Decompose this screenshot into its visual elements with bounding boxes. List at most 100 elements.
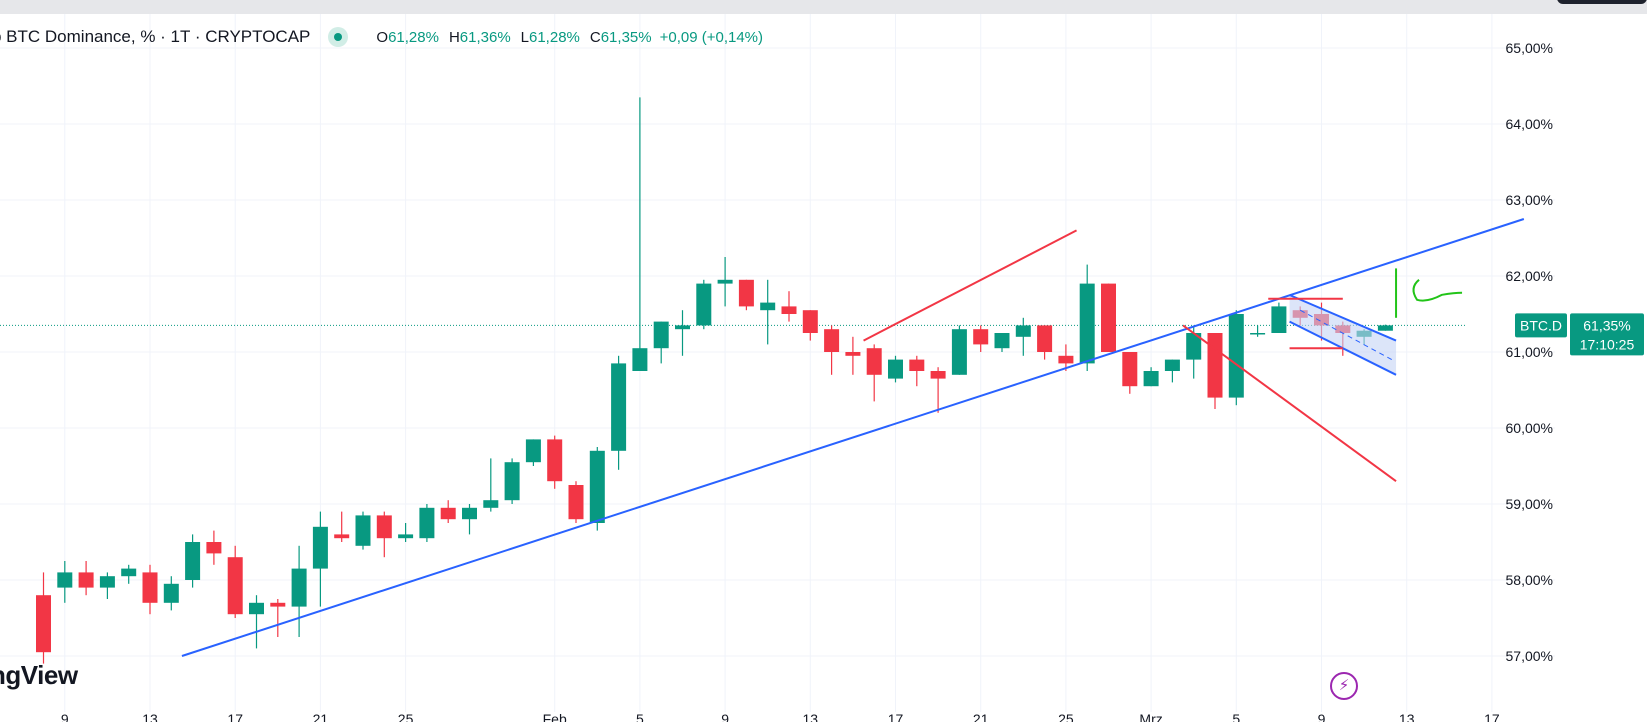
- x-tick-label: 25: [1058, 711, 1074, 722]
- y-tick-label: 63,00%: [1506, 192, 1553, 208]
- candle-body: [270, 602, 286, 607]
- sketch-arrow: [1412, 279, 1463, 302]
- candle-body: [462, 507, 477, 520]
- candle-body: [568, 485, 584, 520]
- candle-body: [57, 572, 73, 588]
- candle-body: [1164, 359, 1180, 371]
- candle-body: [1037, 325, 1053, 352]
- candle-body: [1143, 371, 1159, 387]
- high-label: H: [448, 28, 460, 46]
- x-tick-label: 25: [398, 711, 414, 722]
- candle-body: [1228, 314, 1244, 398]
- candle-body: [398, 534, 414, 539]
- candle-body: [206, 542, 222, 554]
- x-tick-label: 13: [803, 711, 819, 722]
- flag-pattern-fill: [1289, 295, 1397, 375]
- candle-body: [632, 348, 648, 371]
- y-tick-label: 62,00%: [1506, 268, 1553, 284]
- candle-body: [611, 363, 627, 451]
- x-tick-label: 13: [142, 711, 158, 722]
- candle-body: [1122, 352, 1138, 387]
- candle-body: [419, 507, 435, 539]
- candle-body: [376, 515, 392, 539]
- candle-body: [504, 462, 520, 501]
- high-value: 61,36%: [459, 28, 511, 46]
- candle-body: [717, 279, 733, 284]
- candle-body: [440, 507, 456, 520]
- market-status-icon[interactable]: [328, 27, 349, 47]
- x-tick-label: Feb: [543, 711, 567, 722]
- y-tick-label: 60,00%: [1506, 420, 1553, 436]
- candle-body: [312, 526, 328, 569]
- candle-body: [653, 321, 669, 349]
- x-tick-label: Mrz: [1139, 711, 1162, 722]
- candle-body: [696, 283, 712, 326]
- candle-body: [142, 572, 158, 603]
- symbol-tag: [1515, 313, 1567, 338]
- candle-body: [355, 515, 371, 546]
- candle-body: [802, 310, 818, 333]
- x-tick-label: 21: [313, 711, 329, 722]
- candle-body: [121, 568, 137, 577]
- lightning-icon[interactable]: ⚡: [1330, 672, 1358, 700]
- x-tick-label: 5: [636, 711, 644, 722]
- tradingview-watermark[interactable]: ngView: [0, 660, 78, 690]
- open-value: 61,28%: [388, 28, 439, 46]
- candle-body: [589, 450, 605, 523]
- candle-body: [1058, 355, 1074, 364]
- close-value: 61,35%: [600, 28, 652, 46]
- x-tick-label: 13: [1399, 711, 1415, 722]
- x-tick-label: 5: [1232, 711, 1240, 722]
- x-tick-label: 17: [888, 711, 904, 722]
- candle-body: [1015, 325, 1031, 337]
- candle-body: [951, 329, 967, 375]
- x-tick-label: 9: [1318, 711, 1326, 722]
- candle-body: [163, 583, 179, 603]
- candle-body: [525, 439, 541, 463]
- main-trendline: [181, 218, 1525, 657]
- y-tick-label: 65,00%: [1506, 40, 1553, 56]
- candle-body: [909, 359, 925, 371]
- candle-body: [1101, 283, 1116, 352]
- y-tick-label: 57,00%: [1506, 648, 1553, 664]
- candle-body: [291, 568, 307, 607]
- y-tick-label: 64,00%: [1506, 116, 1553, 132]
- y-tick-label: 58,00%: [1506, 572, 1553, 588]
- candle-body: [1207, 333, 1223, 398]
- candle-body: [78, 572, 94, 588]
- price-tag-countdown: 17:10:25: [1580, 336, 1635, 352]
- candle-body: [675, 325, 690, 330]
- candle-body: [845, 352, 861, 356]
- candle-body: [888, 359, 903, 379]
- candle-body: [866, 348, 882, 375]
- price-tag: [1570, 313, 1644, 356]
- candle-body: [930, 371, 946, 379]
- candle-body: [36, 595, 51, 653]
- candle-body: [99, 576, 115, 588]
- candle-body: [738, 279, 754, 307]
- x-tick-label: 21: [973, 711, 989, 722]
- candle-body: [185, 542, 201, 580]
- symbol-title[interactable]: p BTC Dominance, % · 1T · CRYPTOCAP: [0, 27, 311, 46]
- close-label: C: [589, 28, 601, 46]
- flag-upper-line: [1289, 294, 1397, 342]
- x-tick-label: 9: [61, 711, 69, 722]
- x-tick-label: 17: [227, 711, 243, 722]
- y-tick-label: 61,00%: [1506, 344, 1553, 360]
- lower-red-line: [1182, 324, 1397, 483]
- chart-legend: p BTC Dominance, % · 1T · CRYPTOCAP O 61,…: [0, 22, 763, 52]
- candle-body: [483, 500, 499, 508]
- x-tick-label: 17: [1484, 711, 1500, 722]
- candle-body: [1271, 306, 1287, 333]
- x-tick-label: 9: [721, 711, 729, 722]
- candle-body: [994, 333, 1010, 349]
- price-tag-value: 61,35%: [1583, 317, 1630, 333]
- candle-body: [1377, 325, 1393, 331]
- candle-body: [781, 306, 797, 314]
- upper-red-line: [863, 229, 1078, 342]
- open-label: O: [376, 28, 389, 46]
- top-bar: [0, 0, 1647, 14]
- toolbar-pill[interactable]: [1557, 0, 1647, 4]
- candle-body: [547, 439, 563, 482]
